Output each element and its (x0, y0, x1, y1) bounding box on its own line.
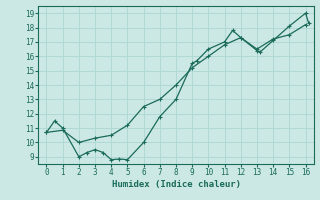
X-axis label: Humidex (Indice chaleur): Humidex (Indice chaleur) (111, 180, 241, 189)
